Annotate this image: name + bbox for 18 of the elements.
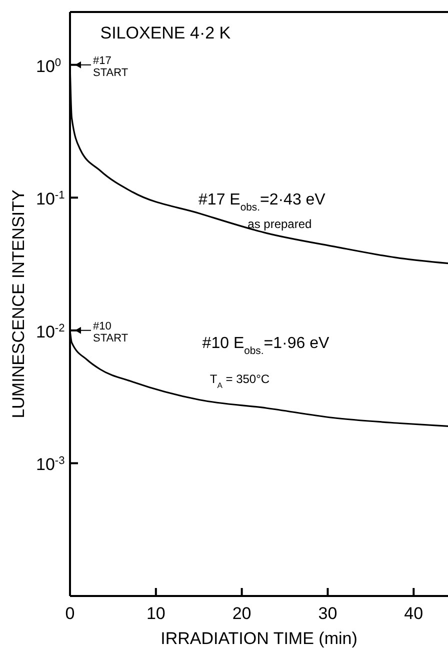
x-tick-label: 20 bbox=[232, 604, 252, 623]
x-axis-title: IRRADIATION TIME (min) bbox=[160, 629, 358, 648]
y-tick-label: 10$^{0}$ bbox=[36, 56, 62, 76]
annotation: #17 START bbox=[93, 54, 128, 79]
annotation: T$_{A}$ = 350°C bbox=[210, 372, 270, 390]
y-tick-label: 10$^{-3}$ bbox=[36, 455, 65, 474]
y-tick-label: 10$^{-2}$ bbox=[36, 322, 65, 342]
annotation: as prepared bbox=[248, 217, 312, 232]
y-axis-title: LUMINESCENCE INTENSITY bbox=[9, 190, 28, 418]
annotation: #10 E$_{obs.}$=1·96 eV bbox=[202, 334, 330, 356]
x-tick-label: 30 bbox=[318, 604, 338, 623]
annotation: #10 START bbox=[93, 320, 128, 344]
x-tick-label: 10 bbox=[146, 604, 166, 623]
annotation: #17 E$_{obs.}$=2·43 eV bbox=[198, 192, 326, 214]
annotation: SILOXENE 4·2 K bbox=[100, 23, 232, 42]
x-tick-label: 40 bbox=[404, 604, 424, 623]
x-tick-label: 0 bbox=[65, 604, 75, 623]
y-tick-label: 10$^{-1}$ bbox=[36, 190, 65, 209]
